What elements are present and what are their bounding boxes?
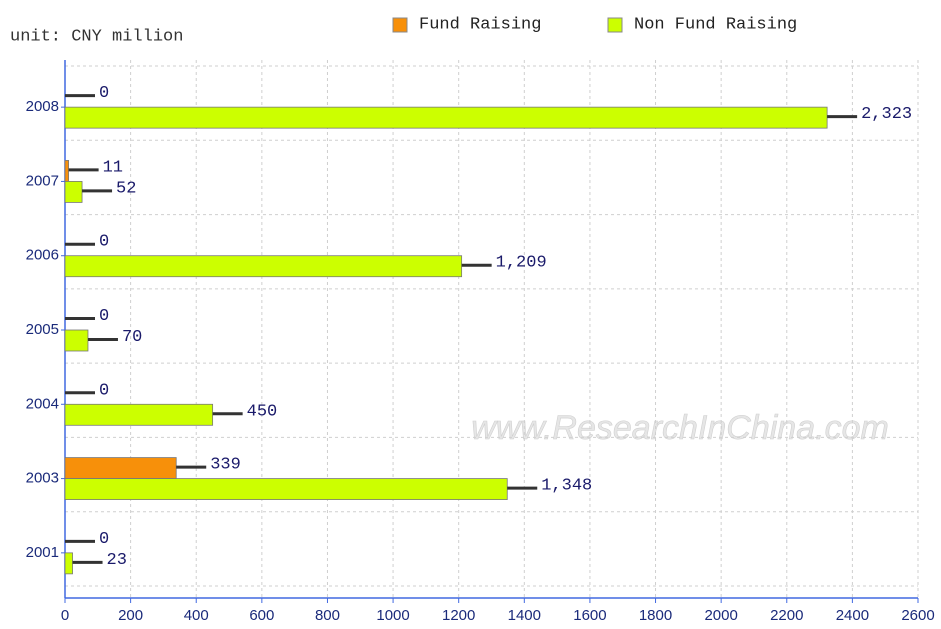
value-label: 11	[103, 158, 123, 177]
value-label: 0	[99, 233, 109, 252]
bar	[64, 403, 214, 426]
value-label: 1,348	[541, 477, 592, 496]
value-label: 1,209	[496, 254, 547, 273]
value-label: 0	[99, 381, 109, 400]
x-tick-label: 2600	[901, 607, 934, 624]
x-tick-label: 1400	[508, 607, 541, 624]
watermark: www.ResearchInChina.com	[471, 409, 889, 447]
x-tick-label: 1600	[573, 607, 606, 624]
y-tick-label: 2006	[26, 247, 59, 264]
x-tick-label: 800	[315, 607, 340, 624]
x-tick-label: 1200	[442, 607, 475, 624]
bar	[64, 329, 89, 352]
value-label: 0	[99, 307, 109, 326]
legend-label: Fund Raising	[419, 15, 541, 34]
x-tick-label: 2000	[704, 607, 737, 624]
x-tick-label: 2200	[770, 607, 803, 624]
chart-subtitle: unit: CNY million	[10, 27, 183, 46]
y-tick-label: 2007	[26, 172, 59, 189]
y-tick-label: 2008	[26, 98, 59, 115]
x-tick-label: 2400	[836, 607, 869, 624]
y-tick-label: 2005	[26, 321, 59, 338]
bar	[64, 552, 73, 575]
bar	[64, 478, 508, 500]
bar	[64, 457, 177, 479]
bar	[64, 255, 463, 278]
value-label: 70	[122, 328, 142, 347]
bar	[64, 181, 83, 203]
legend-swatch	[607, 17, 623, 33]
x-tick-label: 1800	[639, 607, 672, 624]
x-tick-label: 1000	[376, 607, 409, 624]
value-label: 2,323	[861, 105, 912, 124]
value-label: 0	[99, 530, 109, 549]
legend-label: Non Fund Raising	[634, 15, 797, 34]
x-tick-label: 600	[249, 607, 274, 624]
y-tick-label: 2001	[26, 544, 59, 561]
bar	[64, 106, 828, 129]
x-tick-label: 0	[61, 607, 69, 624]
x-tick-label: 400	[184, 607, 209, 624]
y-tick-label: 2004	[26, 395, 59, 412]
value-label: 450	[247, 402, 278, 421]
x-tick-label: 200	[118, 607, 143, 624]
legend-swatch	[392, 17, 408, 33]
value-label: 52	[116, 179, 136, 198]
value-label: 23	[107, 551, 127, 570]
value-label: 0	[99, 84, 109, 103]
bar	[64, 160, 70, 182]
value-label: 339	[210, 456, 241, 475]
y-tick-label: 2003	[26, 470, 59, 487]
